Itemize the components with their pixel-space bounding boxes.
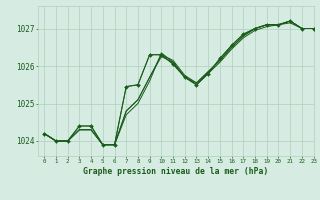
X-axis label: Graphe pression niveau de la mer (hPa): Graphe pression niveau de la mer (hPa): [84, 167, 268, 176]
